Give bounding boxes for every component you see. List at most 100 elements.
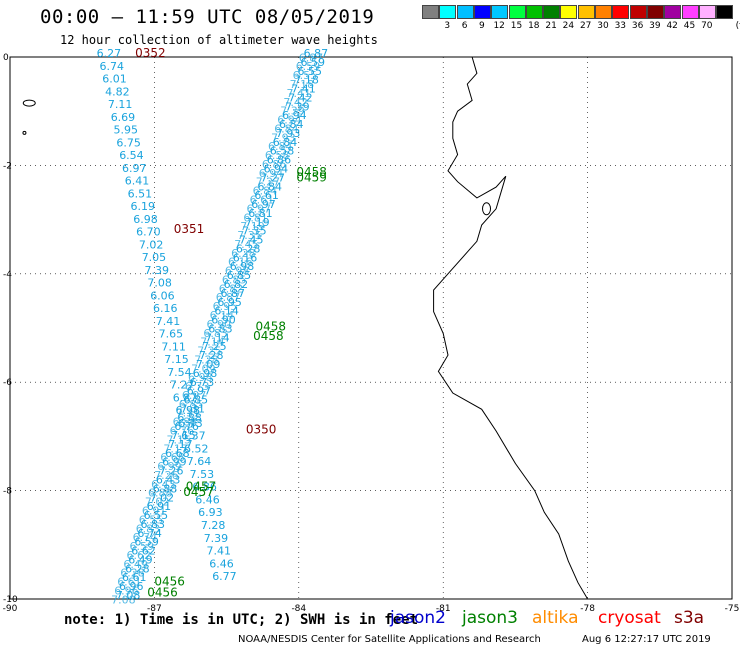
legend-bin-label: 42: [666, 21, 678, 31]
swh-value: 6.87: [173, 391, 198, 404]
swh-value-overlap: 6.88: [173, 416, 198, 429]
swh-value: 7.28: [201, 519, 226, 532]
swh-value-overlap: 7.14: [200, 336, 225, 349]
map-subtitle: 12 hour collection of altimeter wave hei…: [60, 33, 378, 47]
lat-tick-label: -2: [3, 161, 12, 171]
swh-value: 6.73: [190, 376, 215, 389]
swh-value: 6.99: [162, 456, 187, 469]
legend-bin: [595, 5, 612, 19]
swh-value: 6.81: [248, 207, 273, 220]
swh-value: 6.01: [102, 73, 127, 86]
swh-value-overlap: 7.28: [194, 353, 219, 366]
swh-value-overlap: 6.99: [157, 460, 182, 473]
swh-value-overlap: 6.83: [203, 327, 228, 340]
swh-value-overlap: 6.98: [188, 371, 213, 384]
swh-value: 6.85: [184, 394, 209, 407]
swh-value-overlap: 7.19: [240, 220, 264, 233]
swh-value-overlap: 6.58: [265, 149, 290, 162]
swh-value: 6.19: [131, 200, 156, 213]
swh-value: 6.69: [111, 111, 136, 124]
swh-value-overlap: 6.43: [151, 478, 176, 491]
swh-value: 6.98: [176, 404, 201, 417]
legend-bin: [422, 5, 439, 19]
swh-value: 6.54: [119, 149, 144, 162]
legend-bin: [473, 5, 491, 19]
swh-value-overlap: 7.17: [163, 442, 188, 455]
swh-value: 6.59: [301, 56, 326, 69]
pass-time-labels: 0458045904580458045704570456045603520351…: [135, 46, 327, 599]
swh-value: 7.08: [116, 589, 140, 602]
swh-value: 6.84: [279, 118, 304, 131]
legend-bin-label: 27: [579, 21, 592, 31]
swh-value: 6.68: [165, 447, 190, 460]
swh-value: 7.19: [245, 216, 270, 229]
swh-value: 6.83: [141, 518, 166, 531]
swh-value: 6.28: [236, 243, 261, 256]
swh-value: 6.86: [267, 154, 292, 167]
swh-value: 6.87: [221, 287, 246, 300]
pass-time-label: 0457: [183, 485, 214, 499]
satellite-legend-jason3: jason3: [462, 608, 518, 628]
swh-value: 6.95: [217, 296, 242, 309]
legend-bin: [577, 5, 595, 19]
swh-value-overlap: 7.27: [256, 176, 281, 189]
swh-value: 6.46: [195, 494, 220, 507]
swh-value: 7.41: [207, 545, 232, 558]
lat-tick-label: 0: [3, 53, 9, 63]
swh-value-overlap: 6.59: [296, 60, 321, 73]
swh-value: 6.37: [181, 430, 206, 443]
swh-value: 7.45: [239, 234, 264, 247]
swh-value-overlap: 6.84: [253, 185, 278, 198]
swh-value-overlap: 6.87: [299, 51, 324, 64]
legend-bin-label: 18: [528, 21, 540, 31]
swh-value-overlap: 6.62: [127, 549, 152, 562]
legend-unit: (ft): [735, 21, 740, 31]
swh-value: 7.17: [168, 438, 193, 451]
pass-time-label: 0350: [246, 423, 277, 437]
swh-value: 7.02: [139, 238, 164, 251]
island: [482, 202, 492, 216]
map-title: 00:00 – 11:59 UTC 08/05/2019: [40, 6, 375, 28]
swh-value: 7.42: [288, 91, 313, 104]
credit-line: NOAA/NESDIS Center for Satellite Applica…: [238, 634, 541, 645]
lon-tick-label: -90: [3, 604, 18, 614]
swh-value: 6.91: [147, 500, 172, 513]
swh-value: 7.15: [171, 429, 196, 442]
swh-value-overlap: 7.18: [290, 78, 315, 91]
legend-bin-label: 33: [614, 21, 627, 31]
swh-value-overlap: 7.31: [176, 407, 201, 420]
swh-value: 6.94: [282, 109, 307, 122]
swh-value: 7.09: [196, 358, 221, 371]
swh-value: 7.54: [167, 366, 192, 379]
satellite-legend-altika: altika: [532, 608, 579, 628]
swh-value-overlap: 7.02: [145, 496, 170, 509]
swh-value-overlap: 6.49: [123, 558, 147, 571]
swh-value-overlap: 6.85: [179, 398, 204, 411]
swh-value-overlap: 7.15: [167, 433, 192, 446]
legend-bin: [439, 5, 457, 19]
swh-value: 7.53: [190, 468, 215, 481]
swh-value: 7.64: [187, 455, 212, 468]
swh-value-overlap: 6.55: [139, 513, 164, 526]
swh-value: 7.02: [150, 491, 175, 504]
swh-value-overlap: 7.25: [197, 345, 222, 358]
swh-value-overlap: 6.88: [148, 487, 173, 500]
swh-value: 7.39: [145, 264, 170, 277]
pass-time-label: 0458: [296, 165, 327, 179]
swh-value: 7.28: [199, 349, 224, 362]
swh-value-overlap: 6.14: [210, 309, 235, 322]
swh-labels: 6.276.746.014.827.116.695.956.756.546.97…: [97, 47, 329, 606]
swh-value-overlap: 7.39: [280, 105, 305, 118]
coastline-path: [433, 56, 589, 600]
swh-value: 6.93: [198, 506, 223, 519]
satellite-legend-s3a: s3a: [674, 608, 705, 628]
swh-value: 6.55: [144, 509, 169, 522]
swh-value-overlap: 6.16: [228, 256, 253, 269]
swh-value: 7.05: [142, 251, 167, 264]
lat-tick-label: -4: [3, 270, 12, 280]
swh-value: 6.88: [177, 411, 202, 424]
swh-value: 6.51: [128, 187, 153, 200]
swh-value: 6.98: [133, 213, 158, 226]
swh-value-overlap: 6.68: [160, 451, 185, 464]
legend-bin-label: 3: [444, 21, 451, 31]
